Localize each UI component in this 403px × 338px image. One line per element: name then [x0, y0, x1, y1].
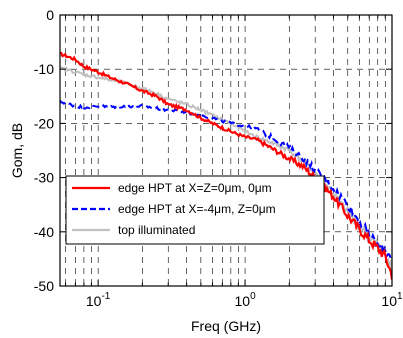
x-tick-label: 10-1 — [86, 291, 111, 309]
series-line — [60, 65, 392, 271]
y-tick-label: -10 — [34, 61, 54, 77]
x-tick-label: 100 — [235, 291, 257, 309]
legend-entry: edge HPT at X=-4μm, Z=0μm — [118, 202, 276, 216]
series-line — [60, 99, 392, 260]
y-tick-label: -30 — [34, 170, 54, 186]
x-tick-label: 101 — [381, 291, 403, 309]
y-tick-label: -50 — [34, 278, 54, 294]
series-group — [60, 51, 392, 280]
legend: edge HPT at X=Z=0μm, 0μm edge HPT at X=-4… — [65, 175, 325, 245]
y-tick-label: -20 — [34, 115, 54, 131]
ticks: 0 -10 -20 -30 -40 -50 10-1 100 101 — [34, 7, 403, 309]
y-axis-label: Gom, dB — [9, 123, 25, 178]
y-tick-label: -40 — [34, 224, 54, 240]
grid — [60, 15, 393, 286]
x-axis-label: Freq (GHz) — [191, 318, 261, 334]
legend-entry: top illuminated — [118, 223, 195, 237]
y-tick-label: 0 — [46, 7, 54, 23]
plot-frame — [59, 14, 393, 287]
legend-entry: edge HPT at X=Z=0μm, 0μm — [118, 181, 272, 195]
series-line — [60, 51, 392, 280]
